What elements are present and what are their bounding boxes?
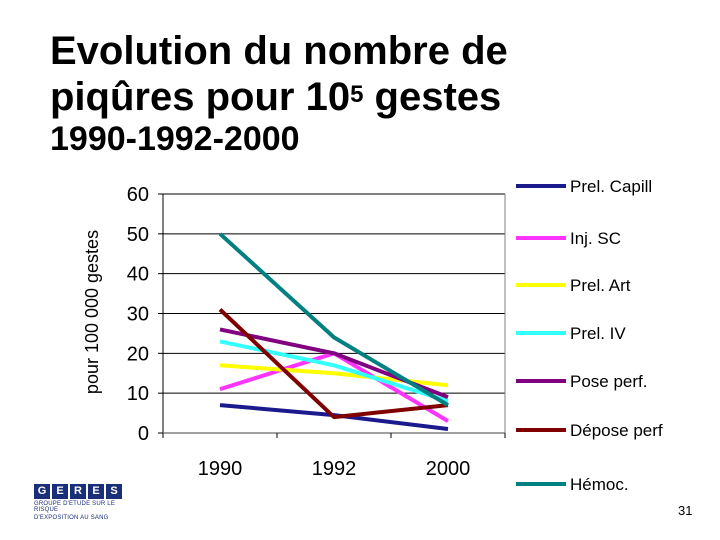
title-line-1: Evolution du nombre de	[50, 29, 508, 73]
legend-label: Inj. SC	[570, 229, 621, 248]
logo-letter: E	[52, 484, 68, 499]
series-line-5	[218, 308, 449, 420]
series-line-6	[218, 232, 450, 407]
chart-subtitle: 1990-1992-2000	[50, 120, 300, 158]
logo-caption-1: GROUPE D'ETUDE SUR LE RISQUE	[34, 501, 116, 513]
legend-label: Dépose perf	[570, 421, 663, 440]
y-tick-label: 50	[127, 224, 149, 246]
legend: Prel. Capill Inj. SC Prel. Art Prel. IV Pose…	[516, 177, 663, 494]
y-tick-label: 0	[138, 423, 149, 445]
y-axis-label: pour 100 000 gestes	[82, 230, 102, 394]
series-lines	[218, 232, 450, 431]
y-axis-ticks: 0 10 20 30 40 50 60	[127, 184, 163, 445]
title-line-2: piqûres pour 105 gestes	[50, 74, 508, 120]
title-line-2-prefix: piqûres pour 10	[50, 75, 351, 119]
y-tick-label: 20	[127, 343, 149, 365]
x-axis-ticks: 1990 1992 2000	[162, 433, 506, 480]
page-number: 31	[678, 503, 693, 518]
logo-letter: E	[88, 484, 104, 499]
y-tick-label: 60	[127, 184, 149, 206]
logo-caption-2: D'EXPOSITION AU SANG	[34, 515, 109, 521]
y-tick-label: 30	[127, 304, 149, 326]
plot-area	[162, 193, 506, 434]
x-tick-label: 1990	[198, 458, 243, 480]
legend-label: Pose perf.	[570, 372, 648, 391]
x-tick-label: 2000	[426, 458, 471, 480]
title-line-2-suffix: gestes	[363, 75, 502, 119]
legend-label: Prel. Art	[570, 276, 631, 295]
chart-title: Evolution du nombre de piqûres pour 105 …	[50, 28, 508, 120]
legend-label: Prel. IV	[570, 324, 626, 343]
legend-label: Prel. Capill	[570, 177, 652, 196]
logo-letter: G	[34, 484, 50, 499]
title-exponent: 5	[350, 81, 364, 108]
y-tick-label: 40	[127, 264, 149, 286]
logo-letter: S	[106, 484, 122, 499]
x-tick-label: 1992	[312, 458, 357, 480]
legend-label: Hémoc.	[570, 475, 629, 494]
y-tick-label: 10	[127, 383, 149, 405]
series-line-3	[219, 339, 449, 404]
logo-letter: R	[70, 484, 86, 499]
